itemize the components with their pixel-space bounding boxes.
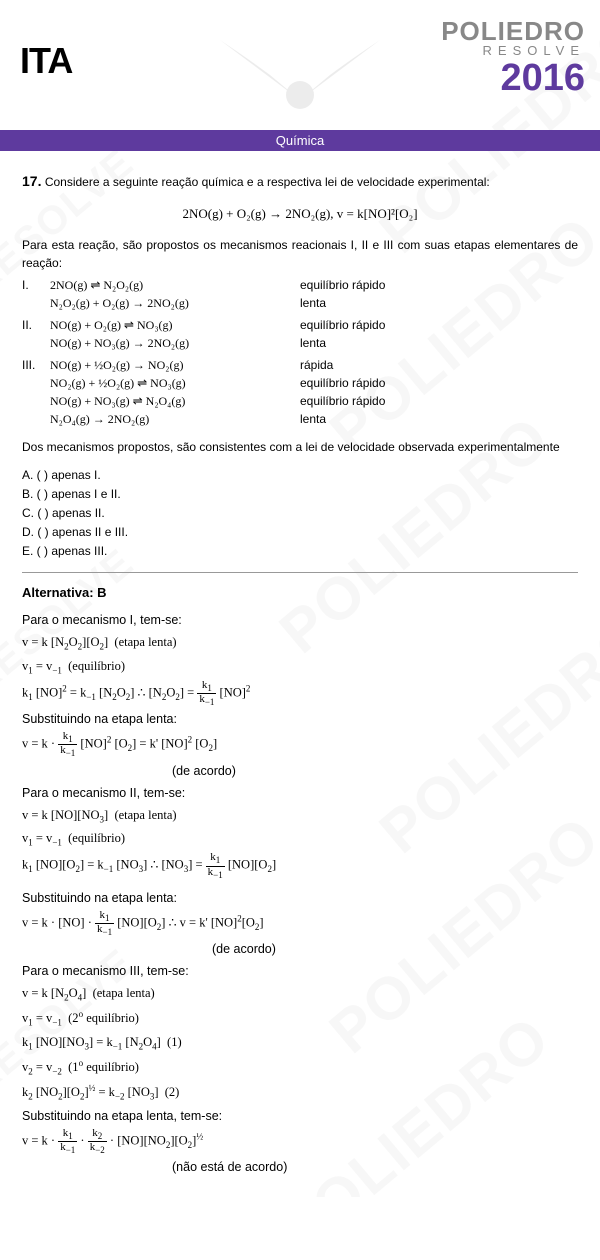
- brand-year: 2016: [441, 59, 585, 97]
- solution-note: (não está de acordo): [22, 1157, 578, 1177]
- mech-step-eq: NO(g) + O₂(g) ⇌ NO₃(g): [50, 316, 300, 334]
- page-header: ITA POLIEDRO RESOLVE 2016: [0, 0, 600, 130]
- subject-bar: Química: [0, 130, 600, 151]
- answer-options: A. ( ) apenas I. B. ( ) apenas I e II. C…: [22, 466, 578, 560]
- mech-step-eq: NO₂(g) + ½O₂(g) ⇌ NO₃(g): [50, 374, 300, 392]
- main-equation: 2NO(g) + O₂(g) → 2NO₂(g), v = k[NO]²[O₂]: [22, 204, 578, 224]
- mech-step-note: lenta: [300, 334, 326, 352]
- mech-label: II.: [22, 316, 50, 334]
- solution-line: Substituindo na etapa lenta:: [22, 888, 578, 908]
- solution-line: v1 = v−1 (equilíbrio): [22, 828, 578, 850]
- solution-line: Substituindo na etapa lenta:: [22, 709, 578, 729]
- mech-step-note: equilíbrio rápido: [300, 374, 385, 392]
- mech-step-eq: N₂O₂(g) + O₂(g) → 2NO₂(g): [50, 294, 300, 312]
- mech-step-eq: 2NO(g) ⇌ N₂O₂(g): [50, 276, 300, 294]
- question-closing: Dos mecanismos propostos, são consistent…: [22, 438, 578, 456]
- solution-line: v = k [NO][NO3] (etapa lenta): [22, 805, 578, 827]
- question-number: 17.: [22, 173, 41, 189]
- solution-line: Para o mecanismo I, tem-se:: [22, 610, 578, 630]
- mech-step-eq: NO(g) + NO₃(g) ⇌ N₂O₄(g): [50, 392, 300, 410]
- solution-note: (de acordo): [22, 761, 578, 781]
- mech-step-note: equilíbrio rápido: [300, 392, 385, 410]
- brand-name: POLIEDRO: [441, 18, 585, 44]
- solution-line: v = k · k1k−1 [NO]2 [O2] = k' [NO]2 [O2]: [22, 731, 578, 758]
- solution-line: Para o mecanismo II, tem-se:: [22, 783, 578, 803]
- solution-line: k1 [NO][O2] = k−1 [NO3] ∴ [NO3] = k1k−1 …: [22, 852, 578, 879]
- solution-line: v = k [N2O2][O2] (etapa lenta): [22, 632, 578, 654]
- mech-label: I.: [22, 276, 50, 294]
- mech-step-eq: NO(g) + ½O₂(g) → NO₂(g): [50, 356, 300, 374]
- divider: [22, 572, 578, 573]
- content-area: 17. Considere a seguinte reação química …: [0, 151, 600, 1197]
- mechanism-2: II. NO(g) + O₂(g) ⇌ NO₃(g) equilíbrio rá…: [22, 316, 578, 352]
- mech-step-note: rápida: [300, 356, 333, 374]
- solution-line: v1 = v−1 (2o equilíbrio): [22, 1007, 578, 1030]
- question-prompt: Considere a seguinte reação química e a …: [45, 175, 490, 189]
- option-d: D. ( ) apenas II e III.: [22, 523, 578, 541]
- mech-step-eq: NO(g) + NO₃(g) → 2NO₂(g): [50, 334, 300, 352]
- solution-line: v = k · k1k−1 · k2k−2 · [NO][NO2][O2]½: [22, 1128, 578, 1155]
- mechanism-3: III. NO(g) + ½O₂(g) → NO₂(g) rápida NO₂(…: [22, 356, 578, 428]
- option-c: C. ( ) apenas II.: [22, 504, 578, 522]
- solution-block: Para o mecanismo I, tem-se: v = k [N2O2]…: [22, 610, 578, 1177]
- brand-block: POLIEDRO RESOLVE 2016: [441, 18, 585, 97]
- solution-note: (de acordo): [22, 939, 578, 959]
- mech-label: III.: [22, 356, 50, 374]
- mech-step-eq: N₂O₄(g) → 2NO₂(g): [50, 410, 300, 428]
- solution-line: Para o mecanismo III, tem-se:: [22, 961, 578, 981]
- mechanism-1: I. 2NO(g) ⇌ N₂O₂(g) equilíbrio rápido N₂…: [22, 276, 578, 312]
- wings-icon: [190, 30, 410, 120]
- solution-line: k1 [NO][NO3] = k−1 [N2O4] (1): [22, 1032, 578, 1054]
- option-b: B. ( ) apenas I e II.: [22, 485, 578, 503]
- exam-logo: ITA: [20, 40, 72, 82]
- mech-step-note: equilíbrio rápido: [300, 316, 385, 334]
- solution-line: v1 = v−1 (equilíbrio): [22, 656, 578, 678]
- solution-line: v = k [N2O4] (etapa lenta): [22, 983, 578, 1005]
- solution-line: Substituindo na etapa lenta, tem-se:: [22, 1106, 578, 1126]
- mech-step-note: lenta: [300, 294, 326, 312]
- option-a: A. ( ) apenas I.: [22, 466, 578, 484]
- solution-line: k1 [NO]2 = k−1 [N2O2] ∴ [N2O2] = k1k−1 […: [22, 680, 578, 707]
- mech-step-note: equilíbrio rápido: [300, 276, 385, 294]
- correct-answer-label: Alternativa: B: [22, 583, 578, 603]
- solution-line: k2 [NO2][O2]½ = k−2 [NO3] (2): [22, 1081, 578, 1104]
- solution-line: v2 = v−2 (1o equilíbrio): [22, 1056, 578, 1079]
- solution-line: v = k · [NO] · k1k−1 [NO][O2] ∴ v = k' […: [22, 910, 578, 937]
- mech-step-note: lenta: [300, 410, 326, 428]
- option-e: E. ( ) apenas III.: [22, 542, 578, 560]
- mechanism-intro: Para esta reação, são propostos os mecan…: [22, 236, 578, 272]
